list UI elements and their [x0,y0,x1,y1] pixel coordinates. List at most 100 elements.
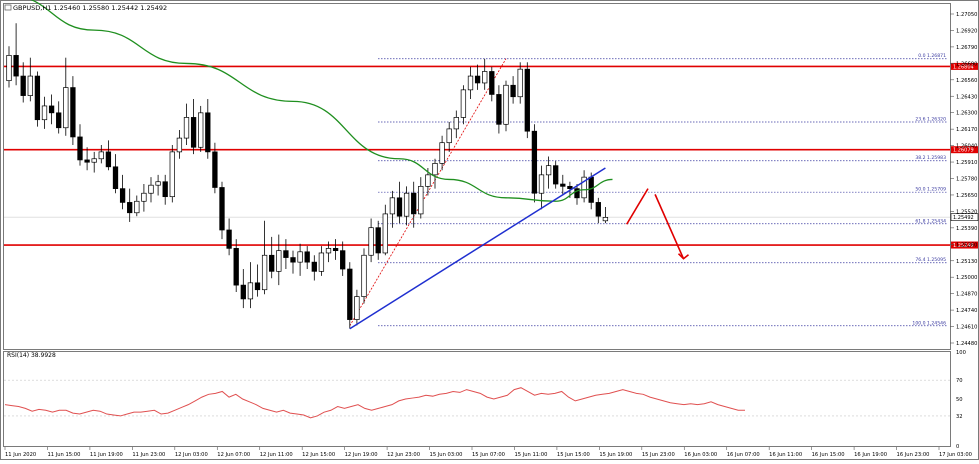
candle-bear [56,112,62,129]
candle-bear [77,136,83,161]
price-tick-label: 1.26920 [956,28,977,34]
time-tick-label: 11 Jun 2020 [5,452,36,458]
rsi-tick-label: 70 [956,378,963,384]
level-price-tag [951,62,978,70]
level-price-tag [951,241,978,249]
fib-level-label: 76.4 1.25095 [915,257,946,263]
time-tick-label: 12 Jun 11:00 [260,452,293,458]
symbol-info: GBPUSD,H1 1.25460 1.25580 1.25442 1.2549… [13,4,167,12]
price-axis: 1.27050 1.26920 1.26790 1.26690 1.26560 1.264… [950,12,977,347]
price-tick-label: 1.25000 [956,275,977,281]
candle-bull [91,158,97,163]
candle-bear [190,117,197,148]
candle-bull [581,176,587,199]
candle-bear [304,251,310,263]
price-tick-label: 1.25130 [956,259,977,265]
price-tick-label: 1.26790 [956,45,977,51]
price-tick-label: 1.26040 [956,144,977,150]
candle-bear [496,94,502,125]
rsi-label: RSI(14) 38.9928 [7,352,56,359]
horizontal-levels: 1.26804 1.26079 1.25249 1.25492 [4,62,979,249]
candle-bull [361,254,367,297]
candle-bull [183,117,190,139]
support-trendline [349,167,606,330]
fib-level-label: 38.2 1.25983 [915,155,946,161]
candle-bull [148,184,154,194]
current-price-label: 1.25492 [953,215,974,221]
level-price-label: 1.26804 [953,64,974,70]
candle-bear [474,75,481,84]
time-tick-label: 15 Jun 19:00 [599,452,632,458]
candle-bear [112,166,119,189]
candle-bear [560,183,566,187]
time-tick-label: 11 Jun 19:00 [90,452,123,458]
candle-bear [531,130,538,194]
candle-bear [119,188,126,203]
candle-bear [34,75,41,121]
candle-bull [6,55,12,82]
time-axis: 11 Jun 2020 11 Jun 15:00 11 Jun 19:00 11 Ju… [4,447,972,458]
price-tick-label: 1.26430 [956,94,977,100]
candle-bull [176,137,183,153]
time-tick-label: 15 Jun 15:00 [557,452,590,458]
candle-bear [269,254,275,272]
candle-bull [389,197,396,215]
candle-bear [283,250,289,258]
candle-bear [219,187,225,231]
price-tick-label: 1.26560 [956,78,977,84]
candle-bull [418,185,424,215]
candle-bear [588,176,594,203]
candle-bear [489,71,495,95]
time-tick-label: 17 Jun 03:00 [939,452,972,458]
candle-bull [460,89,467,118]
level-price-label: 1.26079 [953,148,974,154]
rsi-indicator: 100 70 50 32 0 [4,350,966,450]
candle-bear [510,84,516,98]
candle-bull [538,174,545,194]
candle-bull [517,68,523,98]
rsi-tick-label: 0 [956,444,959,450]
candle-bull [198,112,204,148]
candle-bull [467,75,474,91]
candle-bull [261,254,268,291]
candle-bull [169,151,175,198]
candle-bear [311,261,317,272]
candle-bear [13,55,19,77]
price-tick-label: 1.27050 [956,12,977,18]
candle-bull [276,250,282,272]
candle-bull [482,71,488,84]
time-tick-label: 11 Jun 15:00 [47,452,80,458]
candles [6,23,609,329]
time-tick-label: 15 Jun 07:00 [472,452,505,458]
candle-bear [205,112,211,153]
arrow-head-icon [677,253,689,260]
time-tick-label: 16 Jun 07:00 [727,452,760,458]
candle-bear [347,268,353,320]
candle-bull [439,142,445,164]
candle-bear [567,185,573,189]
chart-icon [4,4,12,11]
candle-bear [233,248,239,286]
candle-bull [27,75,33,96]
candle-bear [105,151,112,168]
candle-bull [41,105,48,121]
price-tick-label: 1.26170 [956,127,977,133]
candle-bear [162,181,168,198]
candle-bear [396,197,403,217]
price-tick-label: 1.25780 [956,177,977,183]
fib-level-label: 23.6 1.26320 [915,117,946,123]
forecast-arrow-down [654,194,685,260]
candle-bull [503,84,509,125]
fib-level-label: 50.0 1.25709 [915,187,946,193]
time-tick-label: 15 Jun 03:00 [430,452,463,458]
rsi-tick-label: 32 [956,414,963,420]
candle-bear [524,68,530,132]
main-pane-border [3,3,951,350]
trendline [349,167,606,330]
candle-bear [553,165,559,185]
candle-bull [382,213,388,254]
candle-bull [425,174,431,187]
candle-bear [240,284,246,300]
current-price-tag [950,213,979,221]
